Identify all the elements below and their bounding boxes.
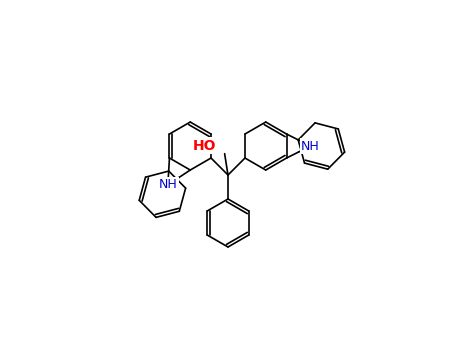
Text: HO: HO xyxy=(193,139,217,153)
Text: NH: NH xyxy=(301,140,320,153)
Text: NH: NH xyxy=(158,178,177,191)
